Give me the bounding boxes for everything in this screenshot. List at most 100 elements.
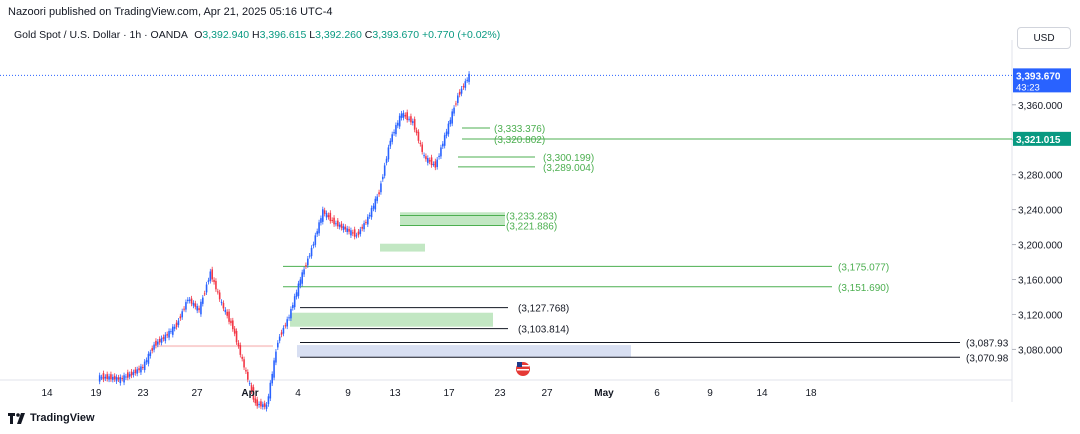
candle-body (331, 219, 333, 221)
y-tick-label: 3,280.000 (1018, 171, 1063, 182)
candle-body (106, 374, 108, 379)
x-tick-label: 27 (541, 388, 553, 399)
candle-body (355, 235, 358, 237)
candle-body (172, 326, 174, 335)
close-label: C (364, 29, 373, 41)
level-label: (3,233.283) (506, 212, 557, 223)
candle-body (155, 340, 157, 346)
candle-body (153, 344, 155, 350)
candle-body (402, 112, 405, 118)
candle-body (235, 330, 238, 343)
candle-body (132, 372, 135, 375)
candle-body (192, 302, 195, 306)
candle-body (258, 403, 260, 406)
x-tick-label: 9 (345, 388, 351, 399)
currency-button[interactable]: USD (1017, 27, 1071, 49)
candle-body (203, 293, 206, 295)
y-tick-label: 3,160.000 (1018, 276, 1063, 287)
candle-body (123, 375, 125, 383)
candle-body (428, 160, 431, 162)
candle-body (113, 375, 116, 380)
candle-body (213, 279, 215, 282)
candle-body (145, 360, 148, 363)
candle-body (292, 305, 294, 309)
candle-body (462, 86, 465, 88)
y-tick-label: 3,080.000 (1018, 345, 1063, 356)
candle-body (376, 196, 378, 201)
candle-body (269, 382, 272, 399)
candle-body (252, 387, 255, 400)
candle-body (361, 226, 363, 229)
candle-body (329, 212, 332, 222)
candle-body (344, 226, 347, 230)
candle-body (280, 332, 283, 335)
candle-body (151, 348, 153, 351)
candle-body (293, 296, 296, 308)
candle-body (247, 371, 249, 380)
current-price-tag (1013, 68, 1071, 93)
zone-green (290, 312, 493, 327)
x-tick-label: 27 (191, 388, 203, 399)
candle-body (451, 111, 453, 124)
candle-body (348, 228, 350, 232)
level-label: (3,289.004) (543, 163, 594, 174)
candle-body (211, 269, 213, 280)
candle-body (147, 353, 150, 364)
level-label: (3,333.376) (494, 124, 545, 135)
candle-body (408, 118, 410, 120)
candle-body (314, 235, 317, 245)
candle-body (278, 336, 281, 341)
candle-body (188, 299, 191, 301)
high-value: 3,396.615 (259, 29, 307, 41)
candle-body (237, 342, 240, 347)
candle-body (410, 116, 412, 123)
y-tick-label: 3,240.000 (1018, 206, 1063, 217)
candle-body (318, 222, 320, 234)
candle-body (434, 161, 437, 168)
candle-body (303, 269, 305, 275)
candle-body (308, 255, 311, 257)
candle-body (282, 327, 285, 334)
current-price-label: 3,393.670 (1016, 71, 1061, 82)
tradingview-logo-icon (8, 412, 26, 424)
candle-body (170, 331, 172, 333)
candle-body (179, 316, 182, 319)
candle-body (312, 244, 315, 246)
candle-body (443, 135, 446, 146)
x-tick-label: 17 (443, 388, 455, 399)
candle-body (164, 334, 167, 341)
candle-body (140, 366, 142, 373)
candle-body (239, 345, 242, 355)
candle-body (398, 115, 401, 127)
level-label: (3,221.886) (506, 221, 557, 232)
brand-name: TradingView (30, 412, 95, 424)
candle-body (158, 338, 161, 343)
candle-body (138, 368, 140, 371)
candle-body (412, 121, 414, 123)
candle-body (224, 309, 227, 313)
candle-body (245, 370, 247, 372)
candle-body (222, 302, 225, 309)
candle-body (177, 320, 180, 325)
candle-body (432, 163, 435, 165)
candle-body (458, 91, 461, 95)
candle-body (387, 147, 390, 160)
candle-body (220, 301, 223, 303)
candle-body (187, 299, 189, 302)
candle-body (323, 210, 326, 214)
candle-body (368, 215, 371, 217)
footer-brand[interactable]: TradingView (8, 412, 95, 424)
zone-green (380, 243, 425, 252)
candle-body (342, 226, 345, 230)
candle-body (217, 291, 219, 293)
x-tick-label: 6 (654, 388, 660, 399)
candle-body (125, 376, 127, 378)
x-tick-label: 14 (41, 388, 53, 399)
candle-body (363, 223, 365, 230)
level-layer: (3,333.376)(3,320.802) (3,300.199)(3,289.… (0, 74, 1012, 364)
candle-body (320, 218, 322, 223)
candle-body (185, 302, 187, 310)
candle-body (372, 205, 375, 209)
candle-body (445, 131, 448, 136)
